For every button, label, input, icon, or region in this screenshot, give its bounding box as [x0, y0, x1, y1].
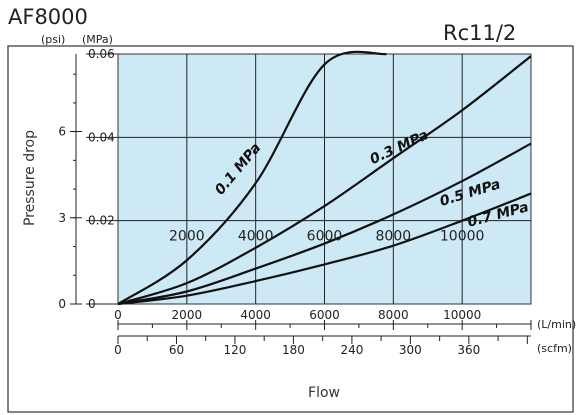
mpa-tick-label: 0.02: [88, 214, 115, 228]
lmin-tick-label: 2000: [172, 308, 203, 322]
grid-value-label: 10000: [440, 229, 485, 245]
scfm-tick-label: 180: [282, 343, 305, 357]
psi-tick-label: 6: [58, 125, 66, 139]
psi-tick-label: 0: [58, 297, 66, 311]
x-units-lmin: (L/min): [537, 318, 576, 331]
grid-value-label: 8000: [376, 229, 412, 245]
model-label-fraction: 1/2: [483, 21, 517, 45]
grid-value-label: 4000: [238, 229, 274, 245]
mpa-tick-label: 0: [88, 297, 96, 311]
scfm-tick-label: 60: [169, 343, 184, 357]
mpa-tick-label: 0.06: [88, 47, 115, 61]
psi-tick-label: 3: [58, 211, 66, 225]
scfm-tick-label: 120: [223, 343, 246, 357]
scfm-tick-label: 300: [399, 343, 422, 357]
scfm-tick-label: 360: [457, 343, 480, 357]
curve-0-5-mpa: [117, 142, 532, 306]
x-axis-label: Flow: [308, 385, 340, 401]
lmin-tick-label: 8000: [378, 308, 409, 322]
grid-lines: [118, 54, 531, 304]
x-units-scfm: (scfm): [537, 342, 572, 355]
model-label-base: Rc1: [443, 21, 483, 45]
lmin-tick-label: 4000: [240, 308, 271, 322]
lmin-tick-label: 6000: [309, 308, 340, 322]
lmin-tick-label: 0: [114, 308, 122, 322]
lmin-tick-label: 10000: [443, 308, 481, 322]
scfm-tick-label: 0: [114, 343, 122, 357]
y-units-mpa: (MPa): [82, 33, 113, 46]
outer-frame: [7, 45, 574, 413]
mpa-tick-label: 0.04: [88, 130, 115, 144]
y-units-psi: (psi): [41, 33, 65, 46]
curves: [117, 50, 532, 306]
model-label: Rc11/2: [443, 21, 516, 45]
axes: [70, 53, 532, 344]
curve-0-3-mpa: [117, 55, 532, 306]
y-axis-label: Pressure drop: [22, 130, 38, 226]
grid-value-label: 6000: [307, 229, 343, 245]
curve-0-1-mpa: [117, 50, 387, 305]
scfm-tick-label: 240: [340, 343, 363, 357]
chart-title: AF8000: [8, 5, 88, 29]
grid-value-label: 2000: [169, 229, 205, 245]
curve-0-7-mpa: [117, 192, 532, 306]
